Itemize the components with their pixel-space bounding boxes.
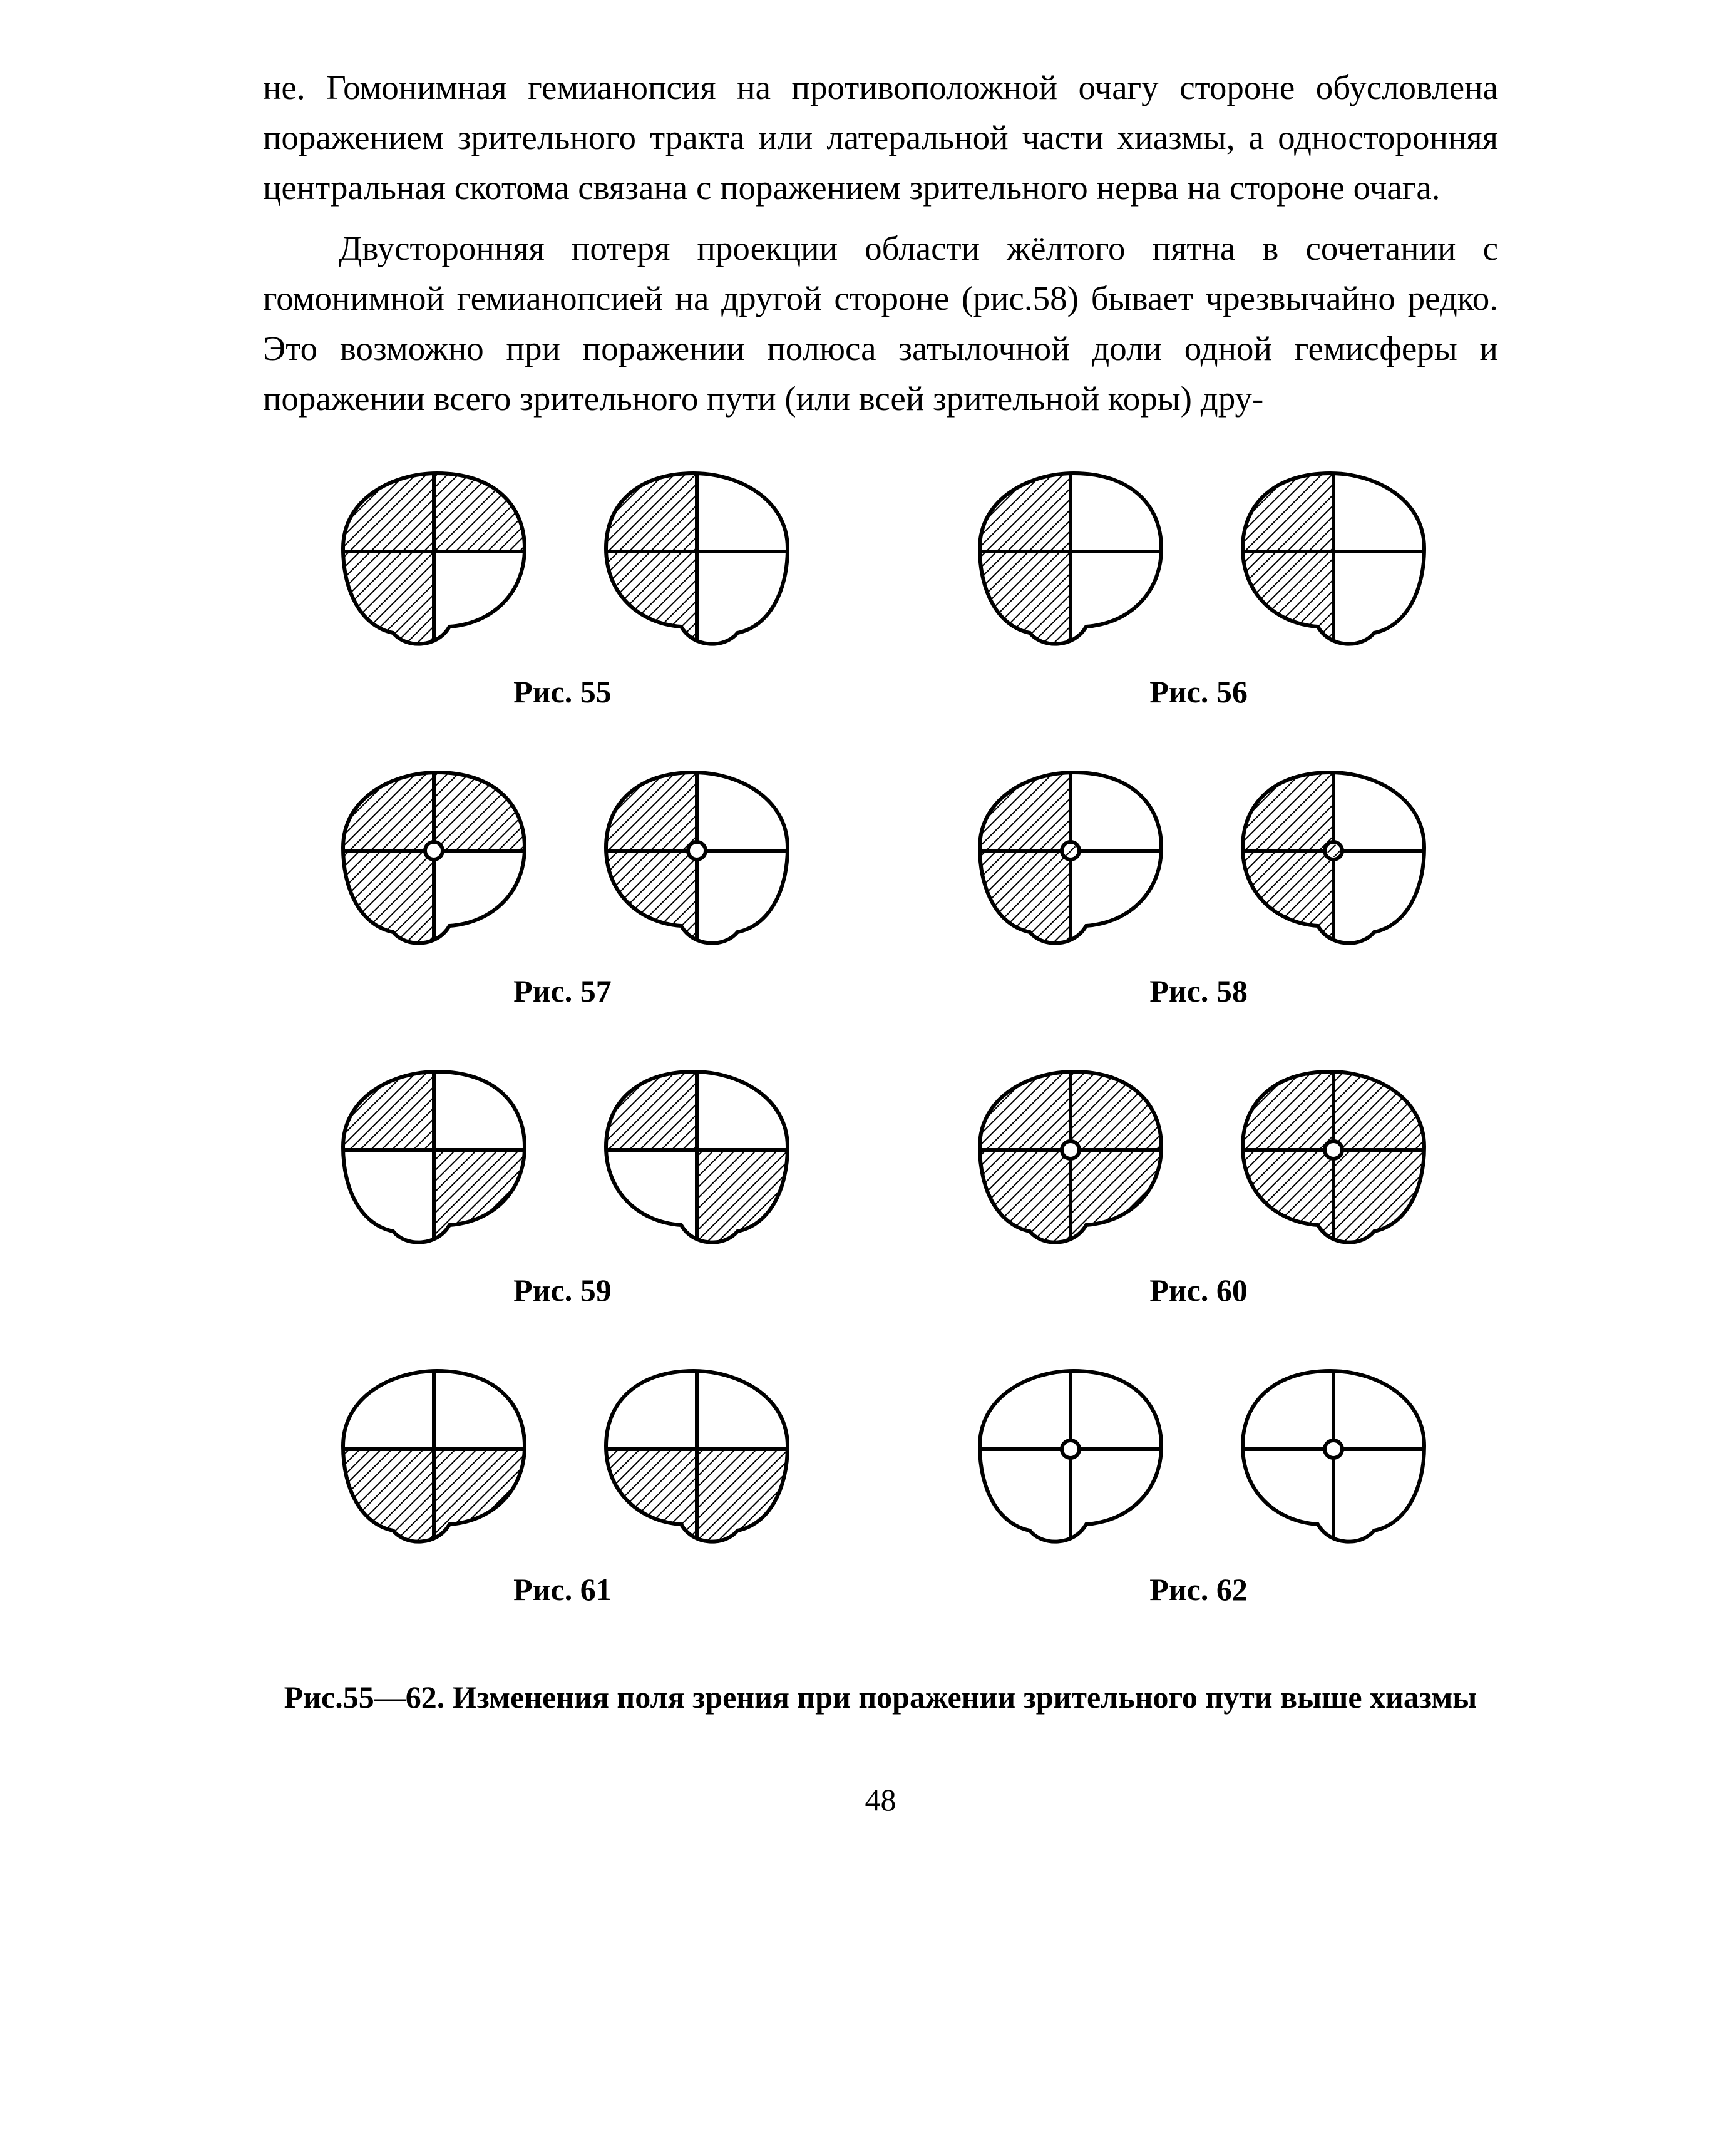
fig61-caption: Рис. 61 [513,1571,612,1608]
visual-field-right-icon [581,760,813,954]
paragraph-1: не. Гомонимная гемианопсия на противопол… [263,63,1498,212]
fig62-caption: Рис. 62 [1149,1571,1248,1608]
visual-field-left-icon [312,760,543,954]
fig56-eyes [948,461,1449,655]
fig56-pair: Рис. 56 [899,461,1498,747]
fig60-pair: Рис. 60 [899,1059,1498,1346]
visual-field-right-icon [1218,461,1449,655]
visual-field-left-icon [312,461,543,655]
fig57-caption: Рис. 57 [513,973,612,1009]
fig59-pair: Рис. 59 [263,1059,862,1346]
fig58-caption: Рис. 58 [1149,973,1248,1009]
fig62-pair: Рис. 62 [899,1358,1498,1645]
page-number: 48 [263,1782,1498,1818]
figure-row-4: Рис. 61 Рис. 62 [263,1358,1498,1645]
figure-main-caption: Рис.55—62. Изменения поля зрения при пор… [263,1676,1498,1719]
fig60-eyes [948,1059,1449,1253]
visual-field-left-icon [948,1059,1180,1253]
figure-grid: Рис. 55 Рис. 56 [263,461,1498,1645]
fig55-pair: Рис. 55 [263,461,862,747]
fig55-eyes [312,461,813,655]
visual-field-right-icon [1218,1358,1449,1552]
visual-field-left-icon [312,1059,543,1253]
fig62-eyes [948,1358,1449,1552]
visual-field-right-icon [1218,760,1449,954]
figure-row-3: Рис. 59 Рис. 60 [263,1059,1498,1346]
fig60-caption: Рис. 60 [1149,1272,1248,1308]
visual-field-left-icon [948,1358,1180,1552]
visual-field-right-icon [1218,1059,1449,1253]
fig58-eyes [948,760,1449,954]
fig55-caption: Рис. 55 [513,674,612,710]
figure-row-1: Рис. 55 Рис. 56 [263,461,1498,747]
fig61-eyes [312,1358,813,1552]
paragraph-2: Двусторонняя потеря проекции области жёл… [263,223,1498,423]
fig56-caption: Рис. 56 [1149,674,1248,710]
visual-field-left-icon [948,461,1180,655]
figure-row-2: Рис. 57 Рис. 58 [263,760,1498,1047]
visual-field-left-icon [312,1358,543,1552]
fig59-caption: Рис. 59 [513,1272,612,1308]
fig61-pair: Рис. 61 [263,1358,862,1645]
fig58-pair: Рис. 58 [899,760,1498,1047]
paragraph-2-text: Двусторонняя потеря проекции области жёл… [263,229,1498,417]
visual-field-right-icon [581,461,813,655]
fig59-eyes [312,1059,813,1253]
visual-field-right-icon [581,1059,813,1253]
fig57-pair: Рис. 57 [263,760,862,1047]
visual-field-right-icon [581,1358,813,1552]
document-page: не. Гомонимная гемианопсия на противопол… [0,0,1736,2134]
visual-field-left-icon [948,760,1180,954]
fig57-eyes [312,760,813,954]
